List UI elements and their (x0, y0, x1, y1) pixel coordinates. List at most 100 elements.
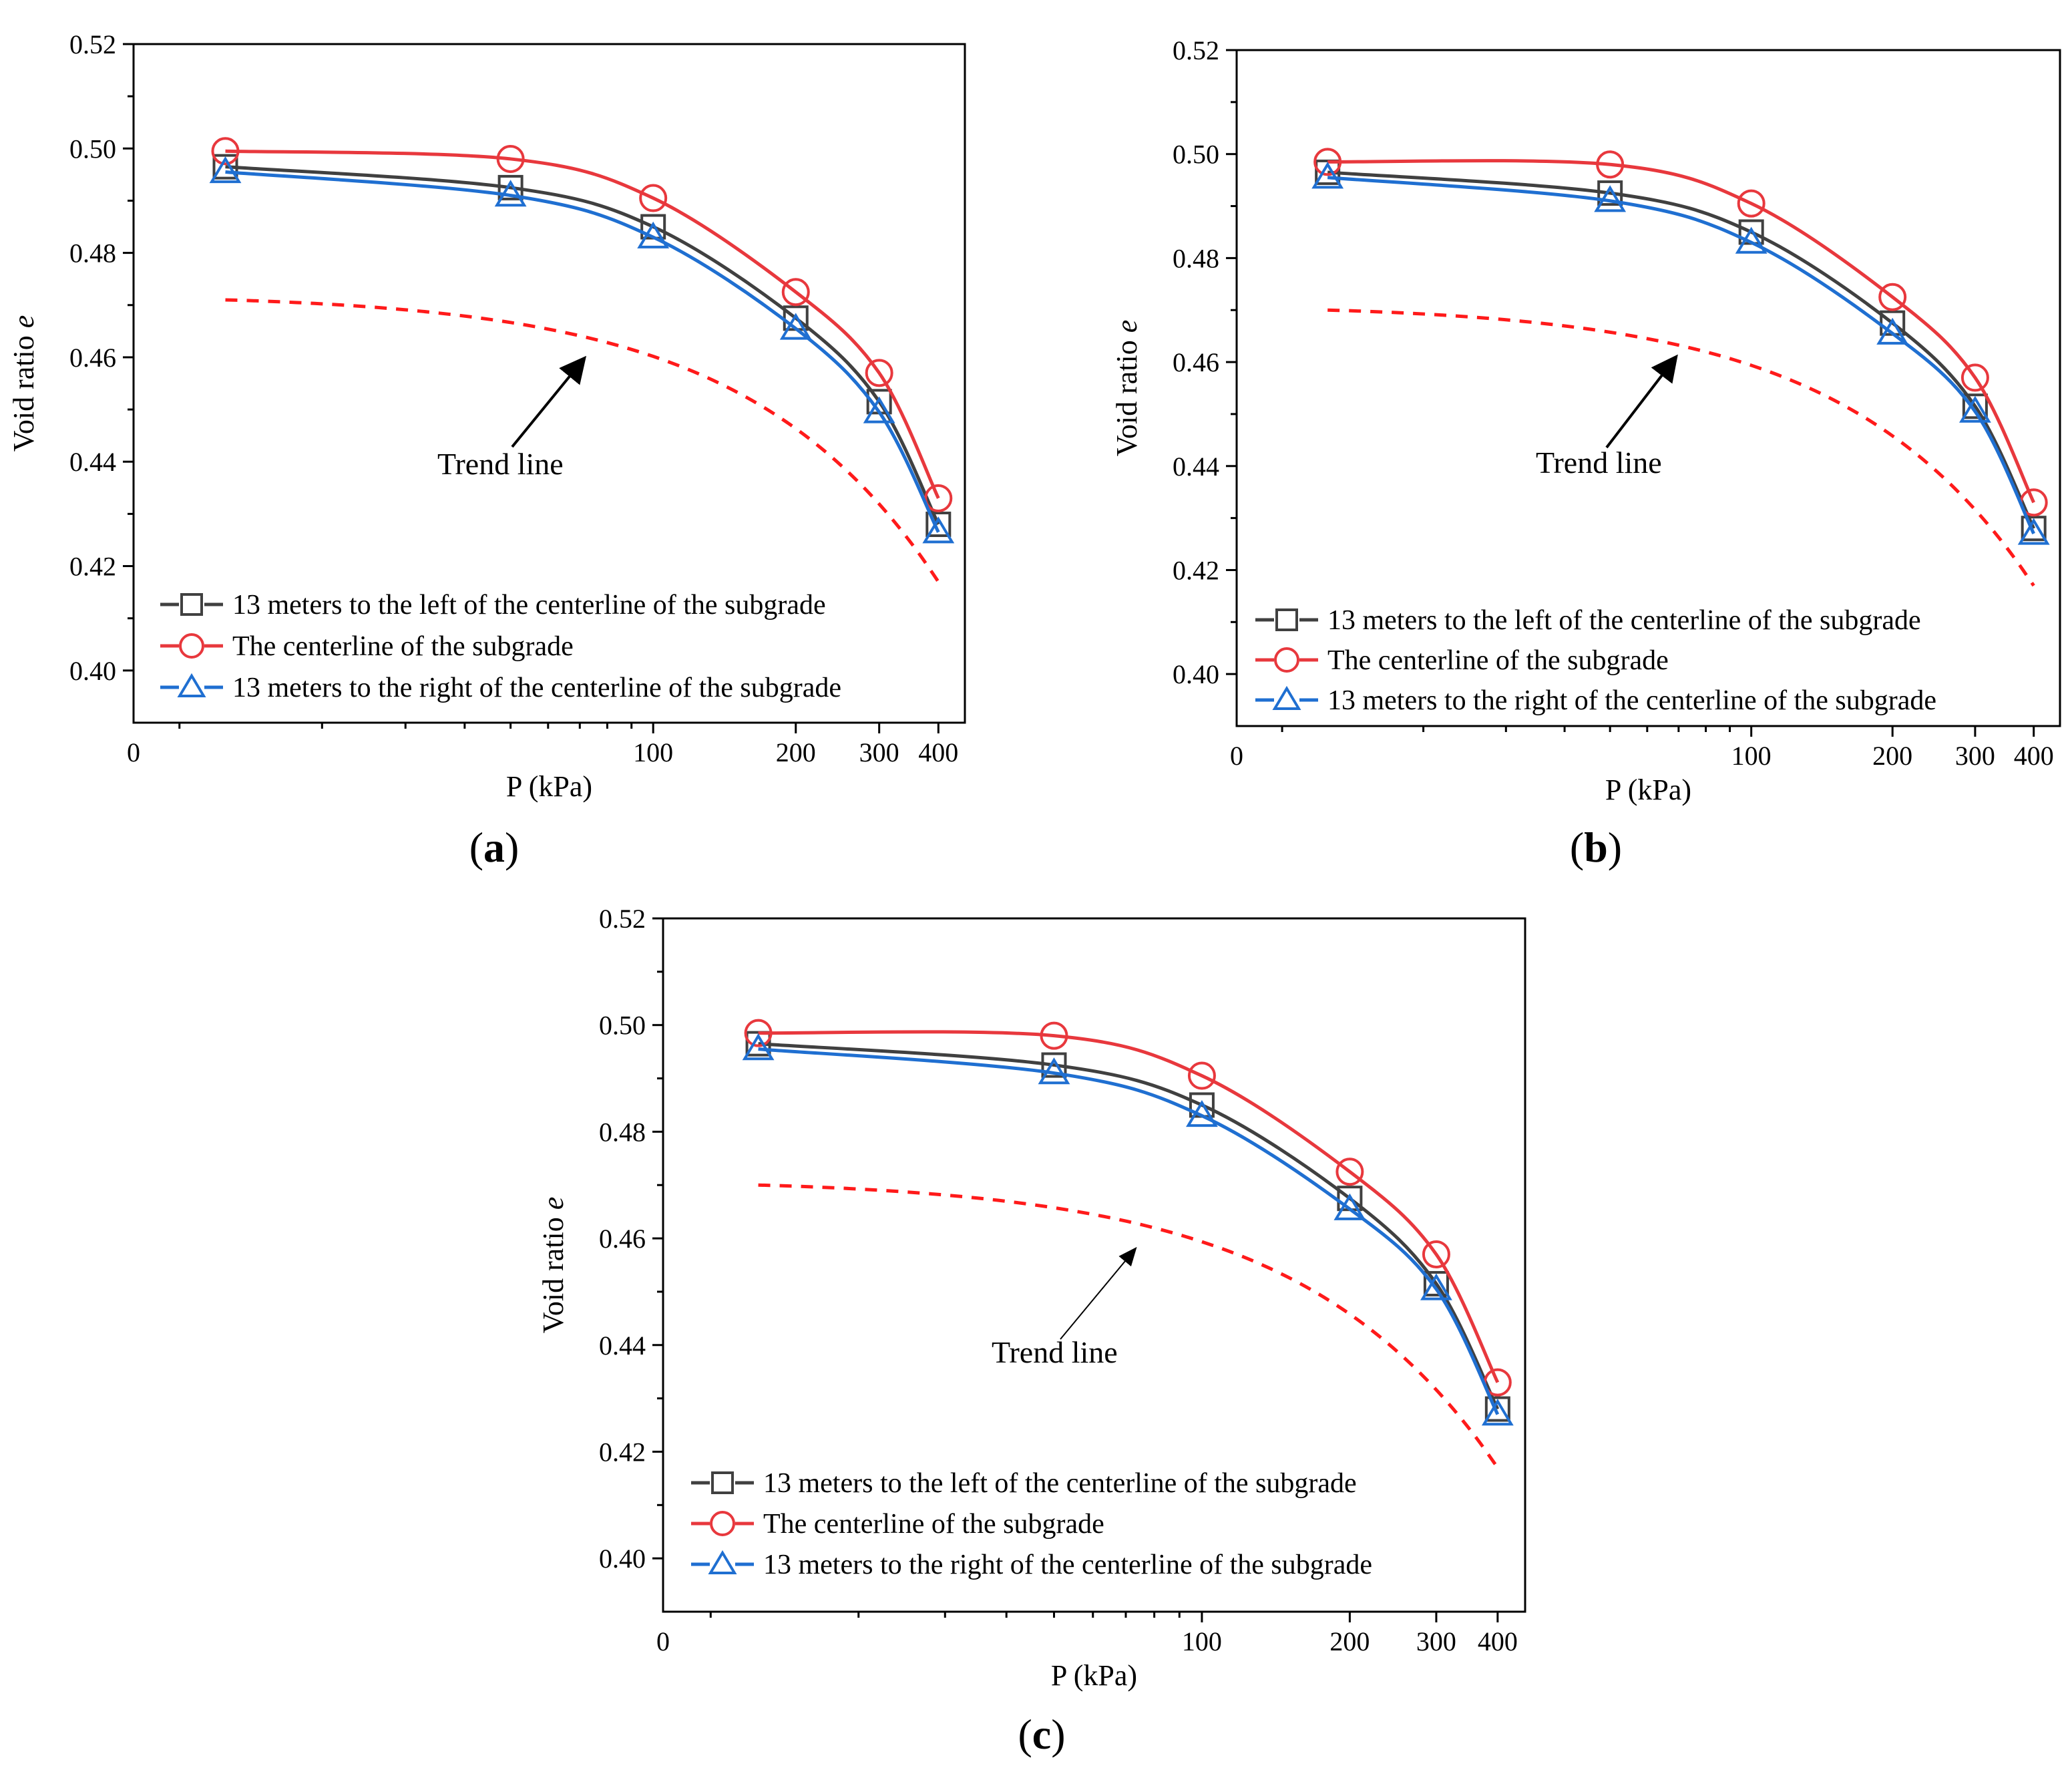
chart-panel-b: 0.40 0.42 0.44 0.46 0.48 0.50 0.52 100 200 300 400… (1110, 35, 2061, 871)
y-tick-label: 0.50 (1173, 140, 1219, 170)
legend-marker-center (1274, 647, 1299, 673)
data-point-right (1420, 1273, 1452, 1300)
data-point-center (744, 1019, 773, 1047)
legend-item-right: 13 meters to the right of the centerline… (691, 1550, 1372, 1580)
y-axis-title-variable: e (1110, 320, 1143, 333)
legend-item-right: 13 meters to the right of the centerline… (1255, 685, 1936, 716)
legend-marker-left (180, 593, 203, 616)
x-tick-label: 100 (1731, 741, 1772, 771)
x-tick-label: 200 (1329, 1626, 1370, 1656)
legend-item-left: 13 meters to the left of the centerline … (160, 590, 826, 621)
trend-arrow (1605, 354, 1678, 449)
trend-arrow (1060, 1246, 1137, 1340)
series-line-left (225, 165, 940, 526)
trend-line (1327, 308, 2035, 587)
data-point-right (742, 1033, 775, 1061)
trend-label: Trend line (437, 447, 564, 481)
trend-label: Trend line (1536, 446, 1662, 480)
data-point-right (637, 221, 670, 248)
chart-panel-a: 0.40 0.42 0.44 0.46 0.48 0.50 0.52 100 200 300 400… (7, 29, 966, 871)
series-left (1315, 159, 2047, 542)
data-point-center (924, 484, 953, 512)
data-point-right (1333, 1193, 1366, 1220)
panel-label-open: ( (1018, 1711, 1032, 1758)
data-point-left (925, 512, 952, 538)
data-point-right (779, 313, 812, 340)
data-point-center (1313, 148, 1342, 176)
y-tick-label: 0.44 (1173, 452, 1219, 482)
series-center (1313, 148, 2048, 517)
data-point-center (1335, 1158, 1364, 1186)
y-axis-title-variable: e (537, 1197, 570, 1210)
x-origin-label: 0 (127, 737, 140, 767)
y-tick-label: 0.40 (599, 1544, 646, 1574)
data-point-right (1958, 395, 1991, 423)
y-tick-label: 0.46 (69, 343, 116, 373)
data-point-center (1878, 283, 1907, 311)
panel-label-close: ) (1608, 824, 1622, 871)
data-point-center (1040, 1021, 1068, 1050)
data-point-left (1315, 159, 1341, 185)
y-axis-title-main: Void ratio (537, 1210, 570, 1333)
y-tick-label: 0.52 (1173, 35, 1219, 65)
y-tick-label: 0.44 (69, 447, 116, 477)
series-line-left (1327, 170, 2035, 530)
data-point-right (1735, 226, 1768, 254)
legend-label: 13 meters to the right of the centerline… (763, 1550, 1372, 1580)
x-axis-title: P (kPa) (1605, 773, 1691, 806)
series-line-center (225, 149, 940, 500)
legend-item-left: 13 meters to the left of the centerline … (1255, 605, 1921, 636)
data-point-left (1041, 1052, 1067, 1078)
y-tick-label: 0.50 (69, 134, 116, 164)
y-tick-label: 0.44 (599, 1331, 646, 1361)
x-tick-label: 300 (1416, 1626, 1456, 1656)
legend-label: 13 meters to the left of the centerline … (232, 590, 826, 621)
x-axis-title: P (kPa) (506, 770, 592, 803)
series-right (1311, 162, 2050, 545)
plot-frame (132, 43, 966, 724)
legend-item-left: 13 meters to the left of the centerline … (691, 1468, 1357, 1499)
data-point-left (212, 154, 238, 180)
data-point-right (1186, 1099, 1218, 1127)
series-left (745, 1031, 1510, 1422)
data-point-right (1481, 1399, 1514, 1426)
data-point-right (209, 156, 242, 184)
legend-item-center: The centerline of the subgrade (691, 1509, 1104, 1540)
series-center (744, 1019, 1512, 1397)
y-tick-label: 0.52 (599, 904, 646, 934)
chart-panel-c: 0.40 0.42 0.44 0.46 0.48 0.50 0.52 100 200 300 400… (537, 904, 1526, 1758)
series-center (211, 137, 953, 512)
y-axis-title-variable: e (7, 315, 40, 329)
data-point-center (865, 359, 893, 387)
trend-line (225, 298, 940, 583)
data-point-right (1311, 162, 1344, 189)
legend-label: The centerline of the subgrade (232, 631, 574, 662)
data-point-right (863, 396, 895, 423)
data-point-left (1597, 180, 1623, 206)
plot-frame (662, 917, 1526, 1613)
legend-item-center: The centerline of the subgrade (160, 631, 574, 662)
panel-label: (b) (1570, 824, 1622, 871)
data-point-left (497, 174, 524, 200)
legend-item-center: The centerline of the subgrade (1255, 645, 1669, 676)
y-tick-label: 0.40 (69, 656, 116, 686)
trend-label: Trend line (992, 1335, 1118, 1369)
legend-label: The centerline of the subgrade (763, 1509, 1104, 1540)
data-point-left (1962, 393, 1988, 419)
panel-label-letter: c (1032, 1711, 1051, 1758)
series-line-right (758, 1047, 1500, 1415)
y-tick-label: 0.52 (69, 29, 116, 59)
y-tick-label: 0.48 (599, 1117, 646, 1147)
legend-label: 13 meters to the left of the centerline … (763, 1468, 1357, 1499)
panel-label-open: ( (1570, 824, 1584, 871)
x-tick-label: 400 (2014, 741, 2054, 771)
y-tick-label: 0.42 (1173, 555, 1219, 585)
data-point-center (639, 184, 668, 212)
data-point-right (2017, 518, 2050, 545)
panel-label-open: ( (469, 824, 483, 871)
legend-marker-right (177, 673, 206, 697)
data-point-right (1038, 1057, 1070, 1085)
y-axis-title: Void ratio e (1110, 320, 1143, 457)
